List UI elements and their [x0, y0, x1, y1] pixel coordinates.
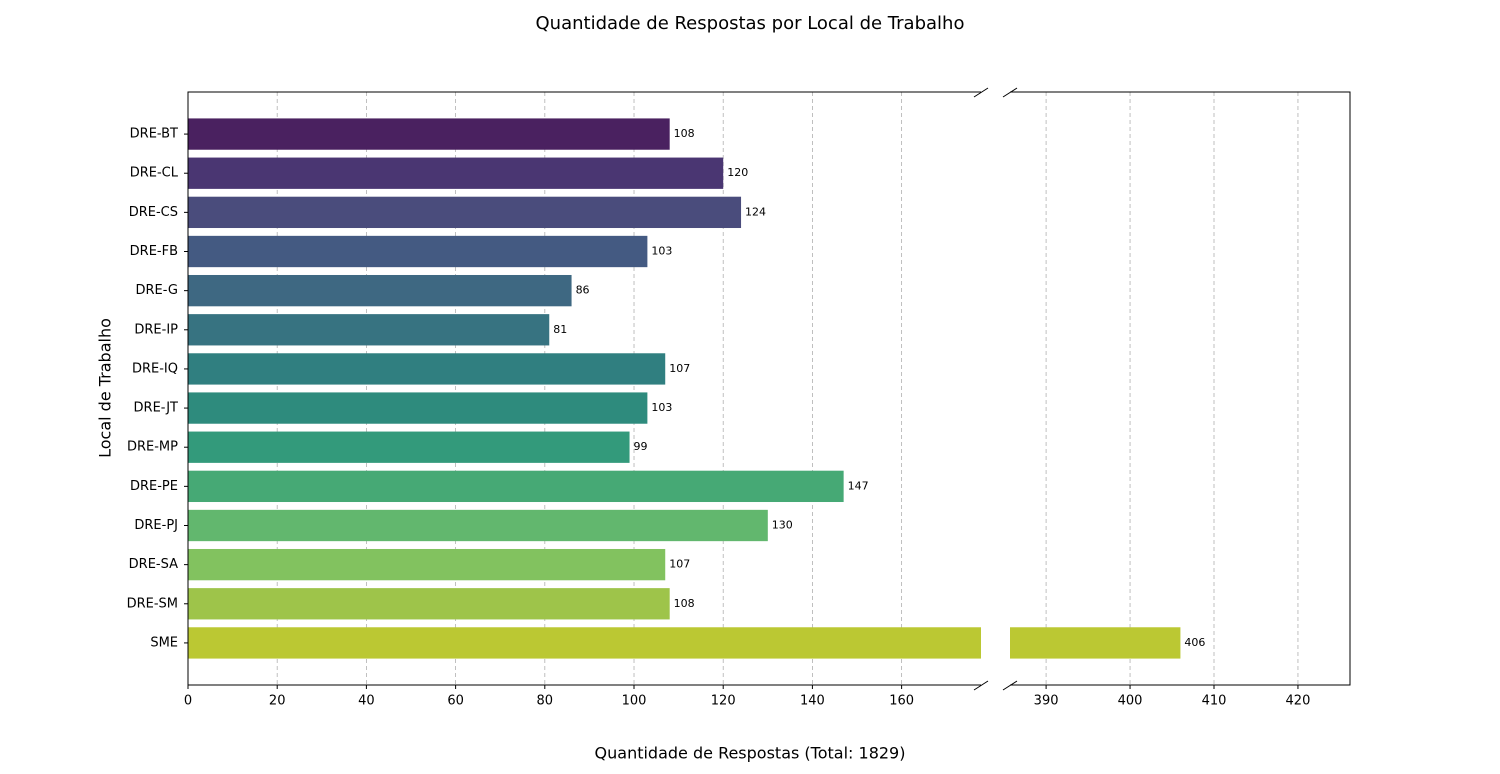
bar	[188, 509, 768, 542]
bar	[188, 392, 648, 424]
bar	[188, 157, 724, 189]
bar	[188, 274, 572, 307]
x-tick-label: 400	[1118, 694, 1143, 709]
x-tick-label: 80	[537, 694, 554, 709]
x-tick-label: 160	[889, 694, 914, 709]
value-label: 130	[772, 518, 793, 531]
y-tick-label: SME	[150, 635, 178, 650]
bar	[188, 548, 666, 581]
y-tick-label: DRE-IQ	[132, 361, 178, 376]
y-tick-label: DRE-PE	[130, 479, 178, 494]
frame	[187, 87, 1351, 691]
y-tick-label: DRE-JT	[134, 401, 179, 416]
x-axis-label: Quantidade de Respostas (Total: 1829)	[595, 744, 906, 763]
right-axes-frame	[1010, 91, 1351, 686]
value-label: 120	[727, 166, 748, 179]
bar-continued	[1010, 627, 1181, 659]
value-label: 86	[576, 284, 590, 297]
y-tick-label: DRE-G	[136, 283, 179, 298]
bar	[188, 235, 648, 268]
y-tick-label: DRE-IP	[134, 322, 178, 337]
y-tick-label: DRE-BT	[130, 127, 178, 142]
x-tick-label: 420	[1286, 694, 1311, 709]
bar	[188, 314, 550, 346]
value-label: 99	[634, 440, 648, 453]
left-axes-frame	[187, 91, 981, 686]
y-tick-label: DRE-PJ	[134, 518, 178, 533]
chart-title: Quantidade de Respostas por Local de Tra…	[536, 13, 965, 34]
y-tick-label: DRE-SA	[129, 557, 178, 572]
value-label: 107	[669, 362, 690, 375]
x-tick-label: 40	[358, 694, 375, 709]
y-tick-label: DRE-FB	[130, 244, 178, 259]
y-tick-label: DRE-CS	[129, 205, 178, 220]
grid	[187, 92, 1299, 685]
y-axis-label: Local de Trabalho	[96, 318, 115, 458]
x-tick-label: 60	[447, 694, 464, 709]
value-label: 108	[674, 127, 695, 140]
value-label: 406	[1184, 636, 1205, 649]
x-tick-label: 20	[269, 694, 286, 709]
value-label: 124	[745, 205, 766, 218]
bars-left	[188, 118, 981, 659]
value-label: 103	[651, 401, 672, 414]
value-label: 81	[553, 323, 567, 336]
x-tick-label: 120	[711, 694, 736, 709]
bars-right	[1010, 627, 1181, 659]
y-tick-label: DRE-MP	[127, 440, 178, 455]
y-tick-label: DRE-SM	[127, 596, 178, 611]
bar	[188, 353, 666, 385]
x-tick-label: 140	[800, 694, 825, 709]
axis-break-marks	[973, 87, 1018, 691]
bar	[188, 588, 670, 620]
value-label: 147	[848, 479, 869, 492]
x-tick-label: 0	[184, 694, 192, 709]
value-label: 107	[669, 558, 690, 571]
labels: 0 20 40 60 80 100 120 140 160 390 400 410 420 DRE-BT 1…	[127, 127, 1311, 709]
x-tick-label: 410	[1202, 694, 1227, 709]
x-tick-label: 390	[1034, 694, 1059, 709]
x-tick-label: 100	[622, 694, 647, 709]
bar	[188, 196, 742, 229]
value-label: 103	[651, 245, 672, 258]
bar	[188, 118, 670, 150]
value-label: 108	[674, 597, 695, 610]
bar	[188, 470, 844, 503]
bar	[188, 431, 630, 463]
bar	[188, 627, 981, 659]
y-tick-label: DRE-CL	[130, 166, 179, 181]
